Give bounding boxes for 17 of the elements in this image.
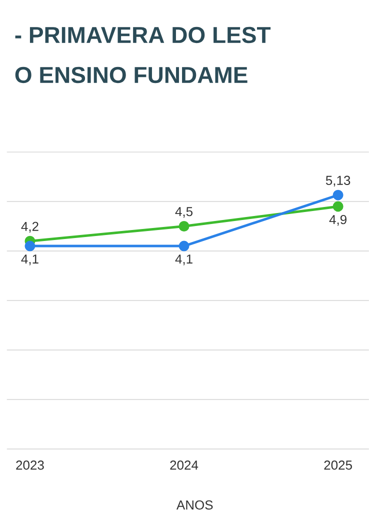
point [332, 201, 344, 212]
point [178, 240, 190, 252]
x-tick-label: 2024 [170, 460, 198, 470]
x-tick-label: 2023 [16, 460, 44, 470]
chart-subtitle: O ENSINO FUNDAME [15, 66, 248, 84]
data-label: 4,1 [21, 254, 38, 266]
chart-title: - PRIMAVERA DO LEST [15, 26, 270, 44]
data-label: 4,9 [329, 214, 346, 226]
data-label: 5,13 [326, 176, 350, 187]
point [332, 190, 344, 200]
x-tick-label: 2025 [324, 460, 352, 470]
data-label: 4,2 [21, 222, 38, 233]
x-axis-title: ANOS [176, 500, 213, 510]
point [24, 240, 36, 252]
point [178, 221, 190, 232]
data-label: 4,1 [175, 254, 192, 266]
data-label: 4,5 [175, 207, 192, 218]
